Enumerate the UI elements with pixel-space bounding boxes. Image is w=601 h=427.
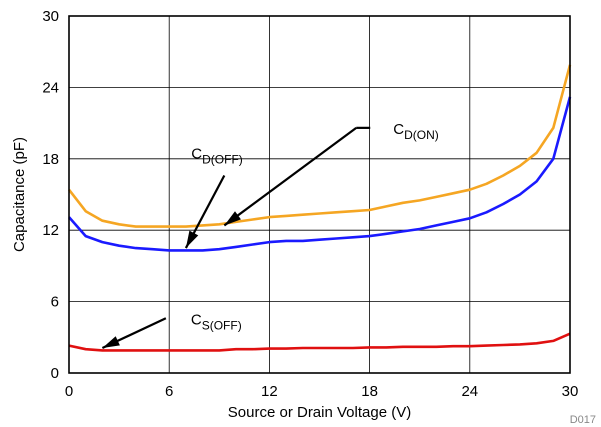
annotation-arrowhead [102,336,120,349]
series-line-2 [68,332,571,352]
y-axis-label: Capacitance (pF) [11,137,28,252]
annotation-label: CD(OFF) [191,145,243,166]
grid [69,16,570,373]
y-tick-labels: 0 6 12 18 24 30 [42,8,59,382]
plot-frame [68,15,571,374]
x-tick-label: 24 [461,383,478,400]
x-axis-label: Source or Drain Voltage (V) [228,404,411,421]
y-tick-label: 12 [42,222,59,239]
x-tick-labels: 0 6 12 18 24 30 [65,383,579,400]
annotation-arrowhead [224,211,241,226]
x-tick-label: 18 [361,383,378,400]
y-tick-label: 18 [42,151,59,168]
x-tick-label: 30 [562,383,579,400]
annotations-layer: CD(OFF) CD(ON) CS(OFF) [101,121,439,350]
annotation-label: CS(OFF) [191,311,242,332]
series-line-0 [67,64,572,228]
annotation-arrowhead [185,230,199,249]
series-layer [67,64,572,352]
annotation-arrow-line [223,126,357,227]
y-tick-label: 6 [51,294,59,311]
y-tick-label: 0 [51,365,59,382]
x-tick-label: 0 [65,383,73,400]
y-tick-label: 24 [42,79,59,96]
figure-id: D017 [570,414,596,426]
x-tick-label: 12 [261,383,278,400]
annotation-label: CD(ON) [393,121,439,142]
y-tick-label: 30 [42,8,59,25]
series-line-1 [68,96,572,252]
x-tick-label: 6 [165,383,173,400]
